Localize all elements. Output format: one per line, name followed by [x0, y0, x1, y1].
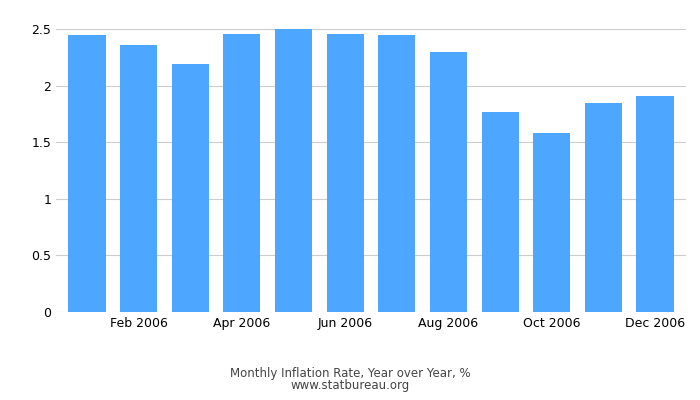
Bar: [482, 112, 519, 312]
Text: Monthly Inflation Rate, Year over Year, %: Monthly Inflation Rate, Year over Year, …: [230, 368, 470, 380]
Bar: [430, 52, 467, 312]
Bar: [275, 29, 312, 312]
Bar: [223, 34, 260, 312]
Bar: [636, 96, 673, 312]
Bar: [584, 102, 622, 312]
Bar: [172, 64, 209, 312]
Bar: [327, 34, 364, 312]
Bar: [69, 35, 106, 312]
Text: www.statbureau.org: www.statbureau.org: [290, 380, 410, 392]
Bar: [533, 133, 570, 312]
Bar: [378, 35, 415, 312]
Bar: [120, 45, 158, 312]
